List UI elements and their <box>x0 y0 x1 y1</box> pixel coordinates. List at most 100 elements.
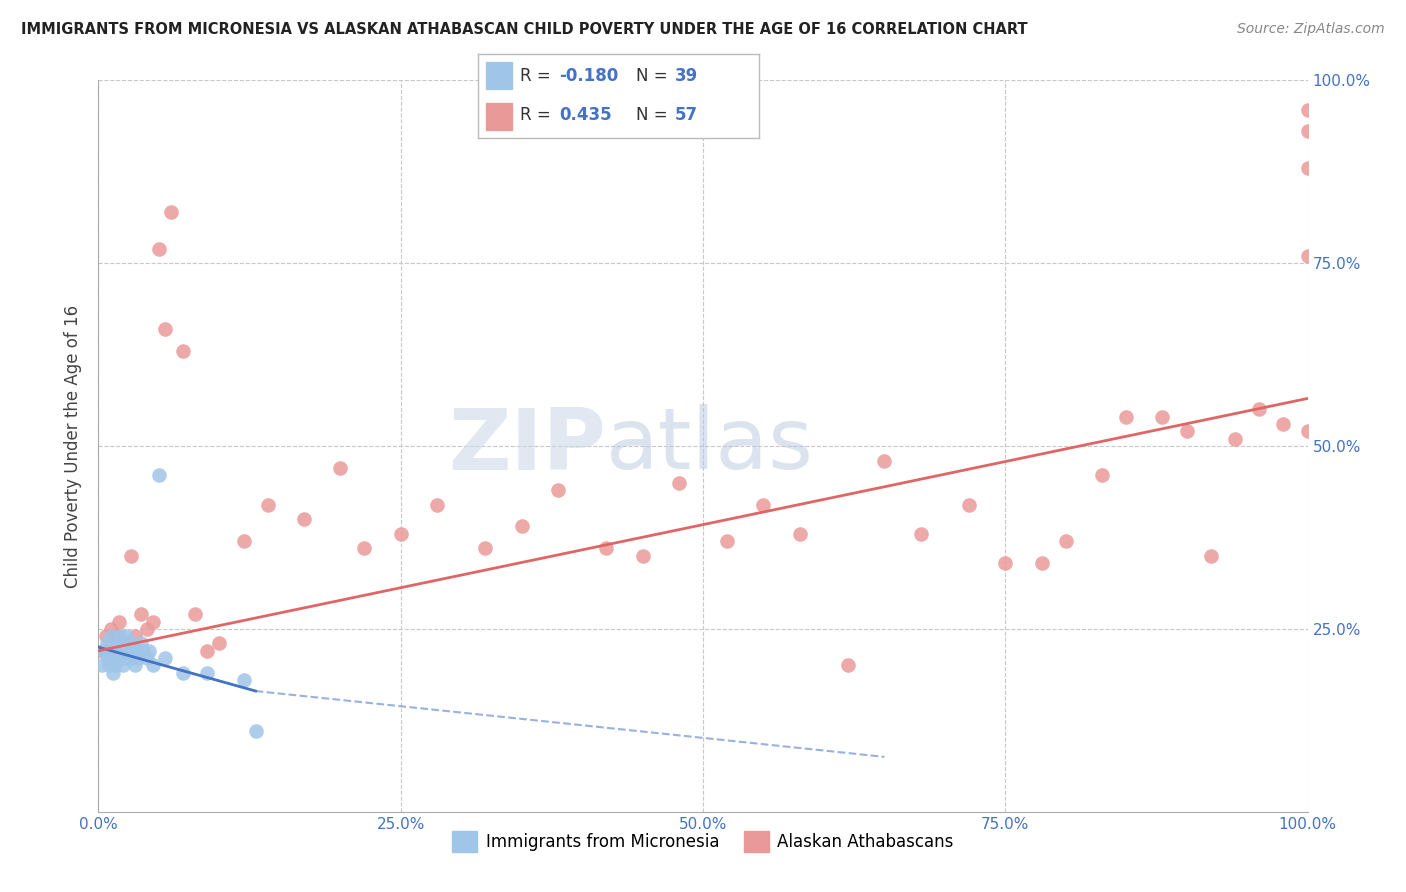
Point <box>595 541 617 556</box>
Point <box>873 453 896 467</box>
Point <box>1249 402 1271 417</box>
Text: 57: 57 <box>675 106 697 124</box>
Text: 0.435: 0.435 <box>560 106 612 124</box>
Point <box>195 644 218 658</box>
Point <box>1091 468 1114 483</box>
Point <box>107 651 129 665</box>
Point <box>98 658 121 673</box>
Point <box>208 636 231 650</box>
Y-axis label: Child Poverty Under the Age of 16: Child Poverty Under the Age of 16 <box>65 304 83 588</box>
Point <box>184 607 207 622</box>
Point <box>510 519 533 533</box>
Point <box>111 644 134 658</box>
Point <box>115 629 138 643</box>
Bar <box>486 62 512 89</box>
Point <box>789 526 811 541</box>
Point <box>474 541 496 556</box>
Text: R =: R = <box>520 68 557 86</box>
Point <box>232 673 254 687</box>
Point <box>100 629 122 643</box>
Point <box>910 526 932 541</box>
Point <box>1223 432 1246 446</box>
Text: N =: N = <box>636 106 672 124</box>
Point <box>1296 425 1319 439</box>
Point <box>957 498 980 512</box>
Point <box>118 651 141 665</box>
Point <box>1296 249 1319 263</box>
Point <box>97 651 120 665</box>
Point <box>132 644 155 658</box>
Point <box>129 607 152 622</box>
Point <box>111 658 134 673</box>
Point <box>117 636 139 650</box>
Point <box>91 644 114 658</box>
Point <box>112 636 135 650</box>
Text: IMMIGRANTS FROM MICRONESIA VS ALASKAN ATHABASCAN CHILD POVERTY UNDER THE AGE OF : IMMIGRANTS FROM MICRONESIA VS ALASKAN AT… <box>21 22 1028 37</box>
Bar <box>486 103 512 130</box>
Point <box>153 651 176 665</box>
Text: atlas: atlas <box>606 404 814 488</box>
Point <box>124 658 146 673</box>
Point <box>716 534 738 549</box>
Point <box>94 629 117 643</box>
Point <box>195 665 218 680</box>
Point <box>125 644 148 658</box>
Point <box>752 498 775 512</box>
Text: Source: ZipAtlas.com: Source: ZipAtlas.com <box>1237 22 1385 37</box>
Legend: Immigrants from Micronesia, Alaskan Athabascans: Immigrants from Micronesia, Alaskan Atha… <box>446 824 960 858</box>
Point <box>94 644 117 658</box>
Text: R =: R = <box>520 106 557 124</box>
Point <box>108 644 131 658</box>
Point <box>329 461 352 475</box>
Point <box>1152 409 1174 424</box>
Point <box>245 724 267 739</box>
Point <box>1272 417 1295 431</box>
Point <box>127 651 149 665</box>
Point <box>100 651 122 665</box>
Text: ZIP: ZIP <box>449 404 606 488</box>
Point <box>547 483 569 497</box>
Point <box>100 644 122 658</box>
Point <box>148 468 170 483</box>
Point <box>153 322 176 336</box>
Point <box>135 622 157 636</box>
Point <box>114 651 136 665</box>
Point <box>668 475 690 490</box>
Point <box>994 556 1017 570</box>
Text: N =: N = <box>636 68 672 86</box>
Point <box>124 629 146 643</box>
Point <box>100 622 122 636</box>
Point <box>111 644 134 658</box>
Point <box>103 644 125 658</box>
Point <box>91 658 114 673</box>
Point <box>120 636 142 650</box>
Point <box>142 658 165 673</box>
Point <box>105 636 128 650</box>
Point <box>1296 103 1319 117</box>
Point <box>1031 556 1053 570</box>
Point <box>631 549 654 563</box>
Point <box>129 636 152 650</box>
Point <box>353 541 375 556</box>
Point <box>837 658 859 673</box>
Point <box>108 629 131 643</box>
Point <box>96 636 118 650</box>
Point <box>160 205 183 219</box>
Point <box>172 343 194 358</box>
Point <box>172 665 194 680</box>
Point <box>148 242 170 256</box>
Point <box>105 629 128 643</box>
Point <box>1175 425 1198 439</box>
Point <box>256 498 278 512</box>
Point <box>93 644 115 658</box>
Point <box>1054 534 1077 549</box>
Point <box>426 498 449 512</box>
Point <box>110 651 132 665</box>
Text: 39: 39 <box>675 68 699 86</box>
Point <box>104 658 127 673</box>
Point <box>1115 409 1137 424</box>
Point <box>97 644 120 658</box>
Point <box>120 549 142 563</box>
Point <box>108 615 131 629</box>
Point <box>232 534 254 549</box>
